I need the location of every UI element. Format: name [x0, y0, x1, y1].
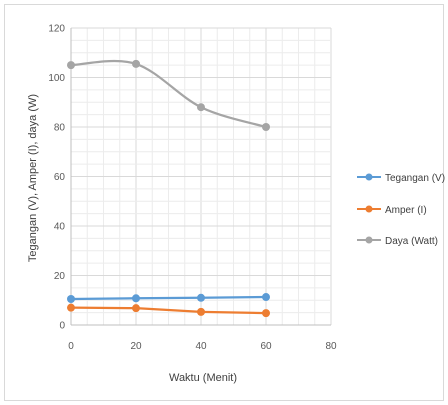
series-line [70, 59, 267, 129]
x-tick-label: 0 [68, 341, 74, 352]
series-0 [67, 293, 270, 304]
series-layer [67, 59, 270, 318]
y-tick-label: 40 [54, 222, 66, 233]
x-tick-label: 20 [130, 341, 142, 352]
y-tick-label: 60 [54, 172, 66, 183]
y-tick-label: 120 [48, 24, 65, 35]
series-line [70, 295, 267, 301]
axes [70, 28, 331, 326]
grid [70, 27, 332, 326]
x-axis-title: Waktu (Menit) [169, 372, 237, 384]
series-2 [67, 59, 270, 131]
y-tick-label: 0 [59, 321, 65, 332]
data-point [132, 59, 140, 68]
legend: Tegangan (V) Amper (I) Daya (Watt) [357, 173, 445, 247]
data-point [132, 304, 140, 313]
y-tick-label: 80 [54, 123, 66, 134]
y-tick-label: 20 [54, 271, 66, 282]
data-point [67, 303, 75, 312]
data-point [262, 123, 270, 131]
data-point [262, 309, 270, 318]
legend-item-tegangan: Tegangan (V) [357, 173, 445, 184]
series-line [70, 306, 267, 315]
legend-marker [365, 205, 373, 213]
data-point [67, 61, 75, 70]
chart-frame [4, 4, 444, 401]
x-tick-label: 80 [325, 341, 337, 352]
x-tick-label: 60 [260, 341, 272, 352]
data-point [197, 103, 205, 112]
tick-labels: 0 20 40 60 80 0 20 40 60 80 100 120 [48, 24, 337, 353]
series-1 [67, 303, 270, 318]
x-tick-label: 40 [195, 341, 207, 352]
y-axis-title: Tegangan (V), Amper (I), daya (W) [27, 94, 39, 262]
data-point [67, 295, 75, 304]
data-point [197, 307, 205, 316]
legend-label: Amper (I) [385, 205, 427, 216]
data-point [197, 293, 205, 302]
legend-item-daya: Daya (Watt) [357, 236, 438, 247]
data-point [132, 294, 140, 303]
legend-item-amper: Amper (I) [357, 205, 427, 216]
data-point [262, 293, 270, 302]
legend-label: Daya (Watt) [385, 236, 438, 247]
legend-marker [365, 173, 373, 181]
legend-label: Tegangan (V) [385, 173, 445, 184]
y-tick-label: 100 [48, 73, 65, 84]
legend-marker [365, 236, 373, 244]
